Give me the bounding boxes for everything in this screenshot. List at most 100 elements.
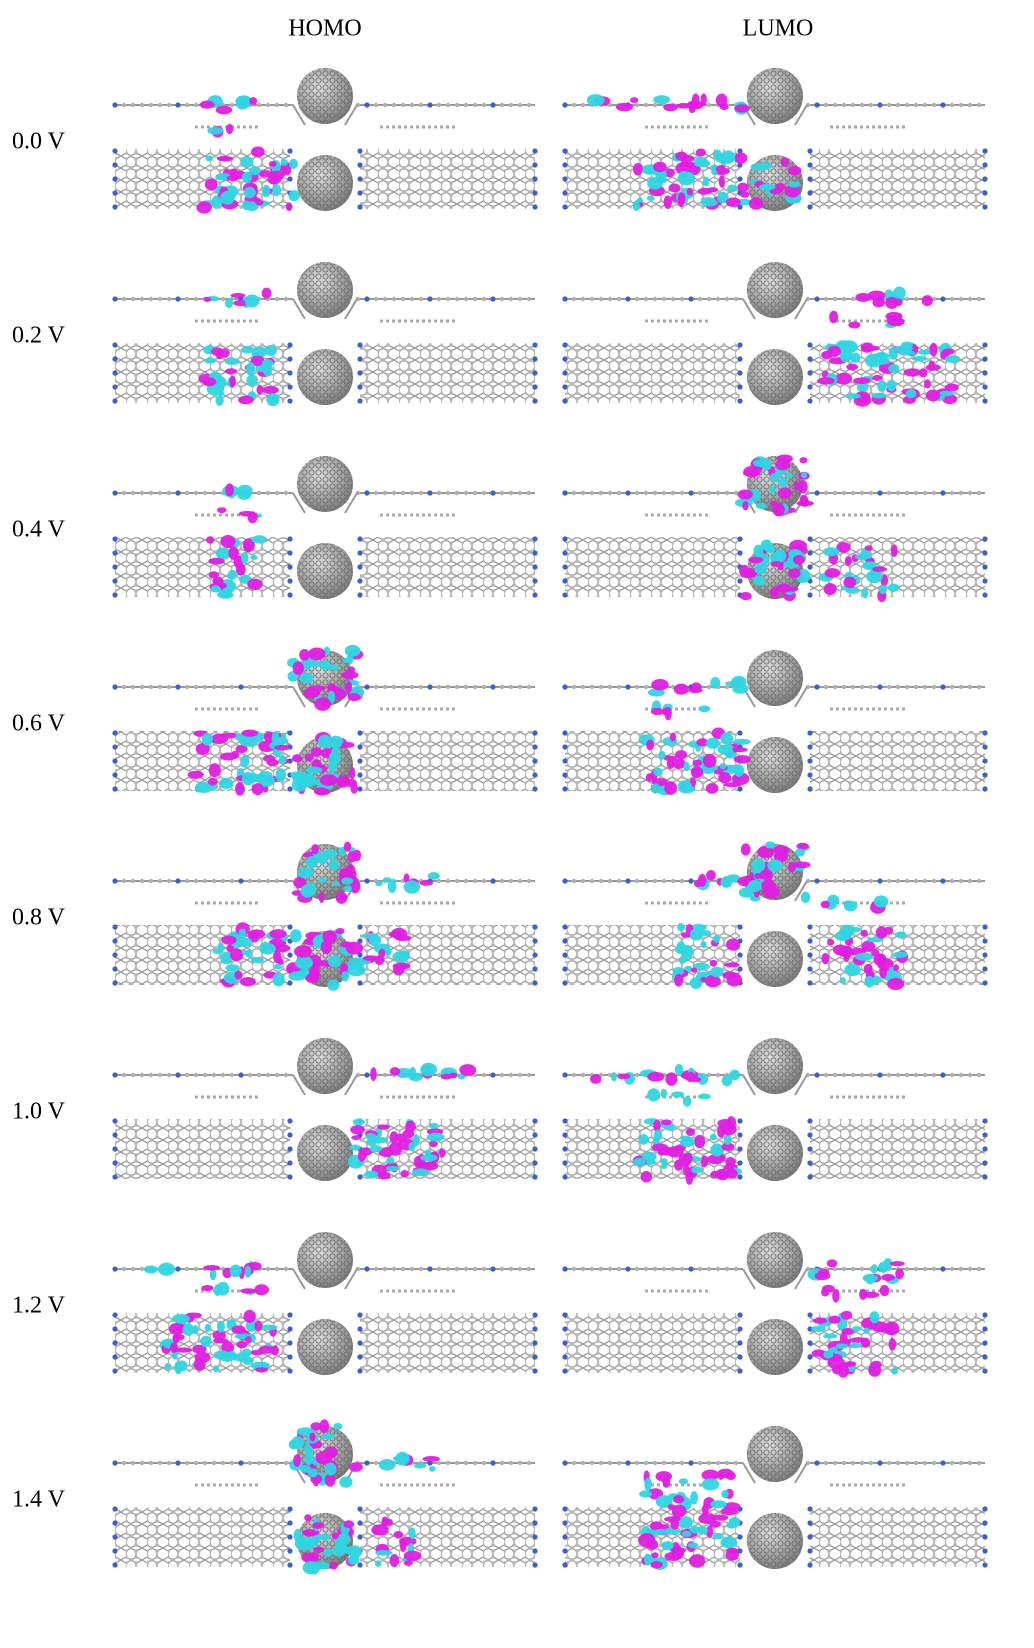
atom bbox=[833, 879, 837, 883]
orbital-lobe bbox=[288, 190, 300, 201]
nitrogen bbox=[737, 370, 742, 375]
orbital-lobe bbox=[647, 1072, 664, 1082]
atom bbox=[680, 879, 684, 883]
nitrogen bbox=[737, 356, 742, 361]
atom bbox=[131, 879, 135, 883]
ribbon bbox=[565, 1313, 740, 1373]
atom bbox=[968, 1461, 972, 1465]
fullerene-cage bbox=[747, 1232, 803, 1288]
orbital-lobe bbox=[756, 503, 767, 510]
atom bbox=[869, 1461, 873, 1465]
atom bbox=[140, 103, 144, 107]
orbital-lobe bbox=[174, 1361, 182, 1374]
nitrogen bbox=[112, 536, 117, 541]
nitrogen bbox=[357, 1354, 362, 1359]
atom bbox=[175, 1072, 180, 1077]
atom bbox=[734, 1461, 738, 1465]
orbital-lobe bbox=[754, 873, 761, 879]
orbital-lobe bbox=[245, 294, 260, 307]
atom bbox=[833, 1267, 837, 1271]
nitrogen bbox=[982, 148, 987, 153]
atom bbox=[203, 685, 207, 689]
orbital-lobe bbox=[675, 152, 687, 161]
atom bbox=[914, 103, 918, 107]
nitrogen bbox=[357, 398, 362, 403]
atom bbox=[572, 1461, 576, 1465]
nitrogen bbox=[532, 966, 537, 971]
orbital-lobe bbox=[880, 1285, 890, 1296]
nitrogen bbox=[562, 1354, 567, 1359]
atom bbox=[401, 1267, 405, 1271]
orbital-lobe bbox=[828, 1316, 840, 1324]
orbital-lobe bbox=[328, 859, 339, 871]
atom bbox=[248, 1461, 252, 1465]
orbital-lobe bbox=[347, 964, 365, 976]
orbital-lobe bbox=[306, 660, 322, 666]
orbital-lobe bbox=[319, 878, 327, 884]
orbital-lobe bbox=[420, 880, 434, 886]
orbital-lobe bbox=[298, 1538, 316, 1550]
nitrogen bbox=[982, 758, 987, 763]
orbital-lobe bbox=[173, 1334, 185, 1341]
atom bbox=[473, 103, 477, 107]
orbital-lobe bbox=[165, 1363, 172, 1370]
atom bbox=[662, 1267, 666, 1271]
atom bbox=[238, 1072, 243, 1077]
nitrogen bbox=[532, 938, 537, 943]
orbital-lobe bbox=[379, 1459, 396, 1471]
atom bbox=[392, 1267, 396, 1271]
orbital-lobe bbox=[832, 1365, 842, 1375]
orbital-lobe bbox=[366, 1137, 377, 1146]
orbital-lobe bbox=[868, 1363, 881, 1377]
atom bbox=[122, 1461, 126, 1465]
atom bbox=[968, 1073, 972, 1077]
orbital-lobe bbox=[766, 544, 775, 553]
orbital-lobe bbox=[202, 733, 213, 746]
atom bbox=[275, 297, 279, 301]
orbital-lobe bbox=[783, 561, 795, 568]
atom bbox=[905, 1267, 909, 1271]
atom bbox=[644, 879, 648, 883]
atom bbox=[698, 491, 702, 495]
atom bbox=[572, 879, 576, 883]
orbital-panel bbox=[112, 645, 537, 796]
atom bbox=[185, 685, 189, 689]
atom bbox=[707, 491, 711, 495]
atom bbox=[122, 491, 126, 495]
orbital-lobe bbox=[748, 556, 763, 563]
orbital-lobe bbox=[892, 1367, 899, 1375]
orbital-lobe bbox=[845, 588, 859, 594]
orbital-lobe bbox=[252, 347, 267, 358]
orbital-lobe bbox=[872, 375, 883, 381]
orbital-lobe bbox=[759, 184, 776, 190]
nitrogen bbox=[982, 204, 987, 209]
nitrogen bbox=[287, 536, 292, 541]
atom bbox=[364, 878, 369, 883]
atom bbox=[149, 879, 153, 883]
atom bbox=[131, 297, 135, 301]
orbital-lobe bbox=[251, 957, 264, 964]
orbital-lobe bbox=[300, 885, 314, 898]
atom bbox=[473, 685, 477, 689]
nitrogen bbox=[112, 1354, 117, 1359]
orbital-lobe bbox=[724, 962, 739, 967]
nitrogen bbox=[357, 564, 362, 569]
atom bbox=[427, 684, 432, 689]
orbital-lobe bbox=[363, 955, 379, 961]
orbital-lobe bbox=[644, 1553, 650, 1565]
orbital-lobe bbox=[863, 1292, 879, 1298]
orbital-lobe bbox=[240, 938, 252, 947]
atom bbox=[887, 685, 891, 689]
atom bbox=[185, 103, 189, 107]
atom bbox=[914, 879, 918, 883]
atom bbox=[122, 103, 126, 107]
nitrogen bbox=[807, 592, 812, 597]
orbital-lobe bbox=[843, 577, 856, 588]
atom bbox=[814, 878, 819, 883]
orbital-lobe bbox=[720, 1154, 726, 1161]
atom bbox=[959, 1073, 963, 1077]
atom bbox=[212, 879, 216, 883]
nitrogen bbox=[287, 1506, 292, 1511]
orbital-lobe bbox=[734, 755, 751, 763]
orbital-lobe bbox=[734, 152, 747, 163]
